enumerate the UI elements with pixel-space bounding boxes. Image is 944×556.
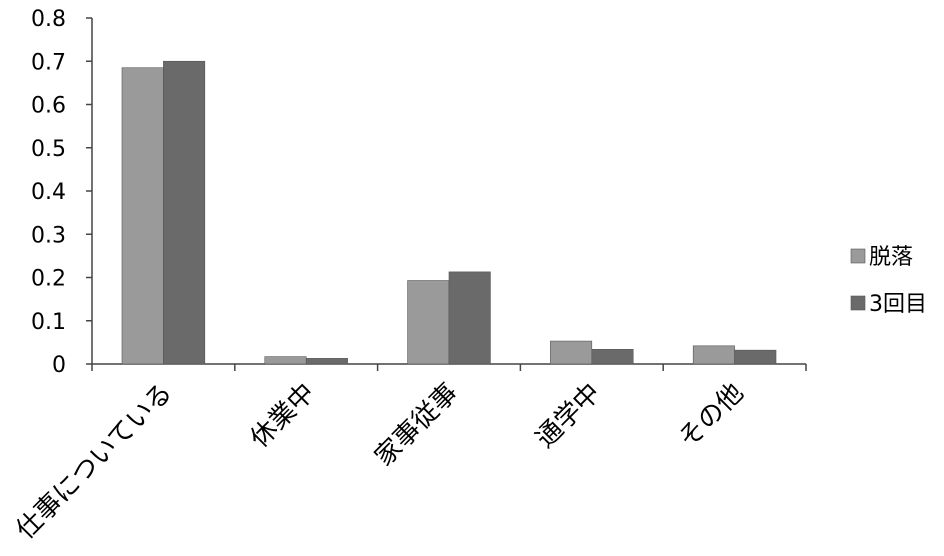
category-label: その他 xyxy=(673,378,749,454)
bar-series1 xyxy=(121,67,164,365)
bar-series2 xyxy=(448,271,491,365)
bar-series2 xyxy=(734,349,777,365)
y-tick-label: 0.3 xyxy=(31,223,66,248)
bar-series1 xyxy=(550,340,593,365)
category-label: 休業中 xyxy=(245,378,321,454)
bar-series1 xyxy=(407,280,450,365)
y-tick-label: 0.5 xyxy=(31,137,66,162)
y-tick-label: 0.1 xyxy=(31,310,66,335)
bars xyxy=(121,60,777,365)
x-axis xyxy=(91,363,807,371)
bar-series1 xyxy=(692,345,735,365)
category-labels: 仕事についている 休業中 家事従事 通学中 その他 xyxy=(11,378,750,546)
bar-series2 xyxy=(305,358,348,365)
y-tick-label: 0.4 xyxy=(31,180,66,205)
bar-series2 xyxy=(591,348,634,365)
y-tick-label: 0.8 xyxy=(31,7,66,32)
category-label: 家事従事 xyxy=(369,378,464,473)
bar-series2 xyxy=(163,60,206,365)
category-label: 通学中 xyxy=(530,378,606,454)
y-tick-label: 0.7 xyxy=(31,50,66,75)
legend-label: 3回目 xyxy=(869,292,927,317)
legend: 脱落 3回目 xyxy=(850,245,927,317)
y-tick-label: 0 xyxy=(52,353,66,378)
legend-swatch xyxy=(850,248,866,264)
y-tick-label: 0.2 xyxy=(31,267,66,292)
y-tick-label: 0.6 xyxy=(31,94,66,119)
category-label: 仕事についている xyxy=(11,378,179,546)
y-axis: 0 0.1 0.2 0.3 0.4 0.5 0.6 0.7 0.8 xyxy=(31,7,93,378)
legend-label: 脱落 xyxy=(869,245,913,270)
legend-swatch xyxy=(850,295,866,311)
bar-series1 xyxy=(264,356,307,365)
